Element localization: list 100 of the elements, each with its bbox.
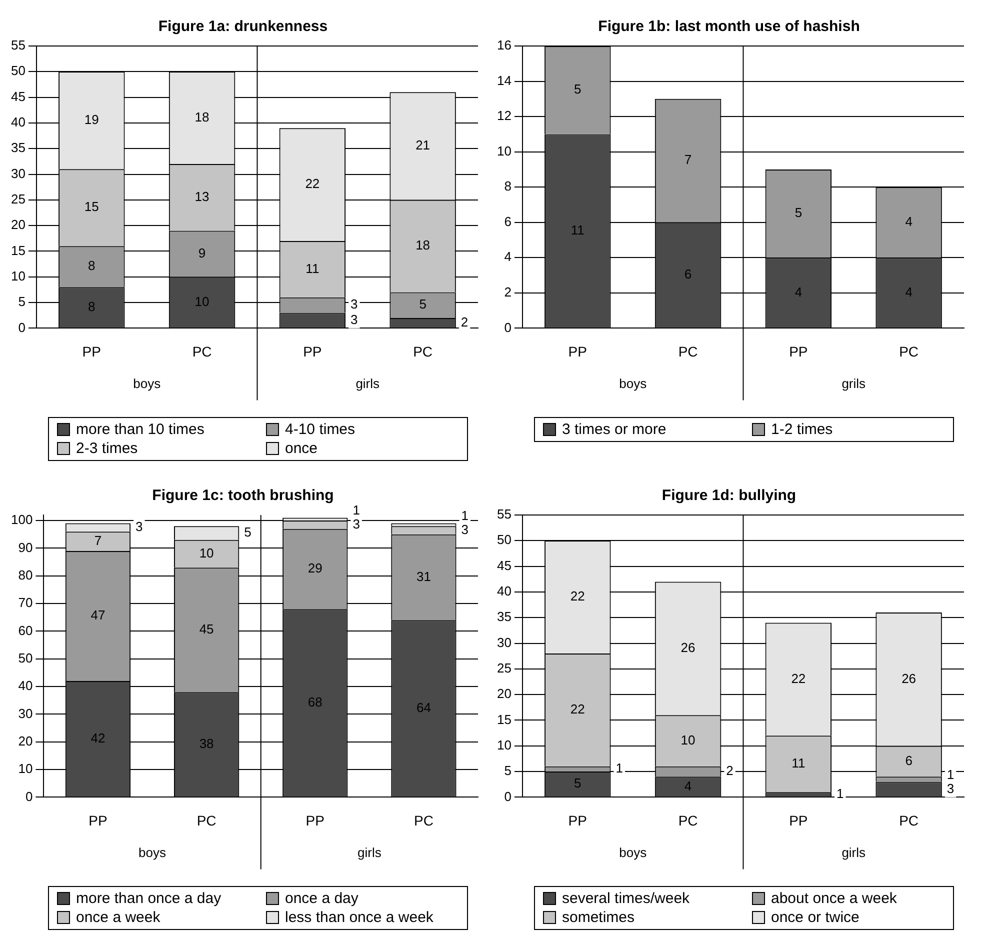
data-label: 26	[680, 640, 696, 655]
data-label: 3	[350, 312, 358, 327]
y-tick-label: 20	[496, 686, 512, 702]
data-label: 64	[416, 700, 431, 715]
y-tick-label: 45	[10, 88, 26, 104]
legend-label: about once a week	[771, 890, 897, 907]
data-label: 22	[570, 702, 585, 717]
x-tick-label: PC	[414, 812, 434, 828]
legend-label: sometimes	[562, 909, 635, 926]
y-tick-label: 25	[496, 660, 512, 676]
text: boys	[138, 844, 166, 860]
y-tick-label: 50	[496, 532, 512, 548]
legend-label: 1-2 times	[771, 421, 833, 438]
y-tick-label: 4	[504, 249, 512, 264]
data-label: 9	[198, 245, 206, 260]
data-label: 3	[946, 780, 954, 796]
data-label: 6	[905, 752, 912, 768]
data-label: 5	[419, 296, 426, 312]
data-label: 21	[416, 138, 430, 153]
data-label: 2	[460, 314, 468, 330]
x-tick-label: PC	[678, 343, 698, 360]
y-tick-label: 16	[496, 38, 512, 53]
y-tick-label: 50	[18, 650, 33, 666]
y-tick-label: 25	[10, 192, 26, 207]
x-tick-label: PP	[568, 812, 587, 828]
y-tick-label: 30	[18, 706, 33, 721]
x-tick-label: PC	[196, 812, 216, 828]
legend-label: once	[285, 440, 318, 457]
data-label: 1	[616, 760, 623, 776]
chart-title: Figure 1b: last month use of hashish	[598, 18, 860, 36]
x-tick-label: PP	[303, 343, 322, 360]
y-tick-label: 0	[504, 320, 512, 335]
y-tick-label: 8	[504, 178, 512, 194]
data-label: 10	[680, 732, 696, 748]
chart-title: Figure 1c: tooth brushing	[152, 487, 334, 504]
x-tick-label: PC	[899, 812, 919, 828]
legend-label: 2-3 times	[76, 440, 138, 457]
text: girls	[356, 376, 380, 391]
data-label: 18	[416, 238, 430, 253]
x-tick-label: PP	[568, 343, 587, 360]
x-tick-label: PP	[789, 812, 808, 828]
y-tick-label: 0	[25, 788, 33, 804]
x-tick-label: PP	[306, 812, 324, 828]
data-label: 10	[199, 545, 214, 560]
legend-label: once or twice	[771, 909, 860, 926]
x-tick-label: PP	[789, 343, 808, 360]
y-tick-label: 35	[10, 140, 26, 156]
y-tick-label: 100	[10, 512, 33, 528]
data-label: 8	[88, 258, 96, 274]
data-label: 4	[905, 214, 912, 229]
data-label: 3	[350, 296, 358, 312]
y-tick-label: 40	[496, 584, 512, 599]
data-label: 1	[461, 508, 469, 523]
y-tick-label: 45	[496, 558, 512, 573]
y-tick-label: 30	[496, 634, 512, 650]
data-label: 2	[726, 763, 734, 778]
y-tick-label: 55	[10, 38, 26, 53]
data-label: 38	[199, 736, 214, 751]
data-label: 1	[946, 766, 954, 782]
data-label: 11	[570, 222, 584, 238]
y-tick-label: 70	[18, 595, 33, 610]
x-tick-label: PP	[82, 343, 101, 360]
y-tick-label: 5	[18, 294, 26, 310]
y-tick-label: 6	[504, 214, 512, 229]
data-label: 22	[305, 176, 320, 192]
data-label: 4	[794, 284, 802, 300]
data-label: 3	[136, 519, 143, 534]
y-tick-label: 20	[18, 733, 33, 748]
legend-label: once a week	[76, 909, 160, 926]
y-tick-label: 80	[18, 567, 33, 582]
text: boys	[619, 844, 648, 860]
y-tick-label: 10	[496, 143, 512, 158]
data-label: 26	[902, 670, 916, 686]
y-tick-label: 10	[10, 268, 26, 284]
data-label: 22	[791, 670, 806, 686]
text: grils	[842, 376, 866, 391]
data-label: 13	[194, 188, 210, 204]
legend-label: more than 10 times	[76, 421, 204, 438]
y-tick-label: 15	[496, 712, 512, 727]
legend-label: several times/week	[562, 890, 690, 907]
y-tick-label: 20	[10, 217, 26, 232]
y-tick-label: 10	[18, 761, 33, 776]
y-tick-label: 12	[496, 108, 512, 124]
legend-label: once a day	[285, 890, 358, 907]
y-tick-label: 50	[10, 63, 26, 78]
data-label: 22	[570, 588, 585, 604]
y-tick-label: 10	[496, 737, 512, 752]
data-label: 8	[88, 299, 96, 314]
data-label: 42	[90, 730, 106, 746]
text: girls	[842, 844, 866, 860]
data-label: 5	[574, 82, 582, 97]
y-tick-label: 14	[496, 72, 512, 88]
data-label: 5	[794, 205, 802, 220]
y-tick-label: 40	[18, 678, 33, 694]
data-label: 31	[416, 568, 431, 584]
data-label: 19	[84, 112, 99, 127]
data-label: 4	[684, 778, 692, 794]
y-tick-label: 0	[18, 320, 26, 335]
data-label: 5	[244, 524, 252, 540]
data-label: 11	[792, 755, 806, 770]
